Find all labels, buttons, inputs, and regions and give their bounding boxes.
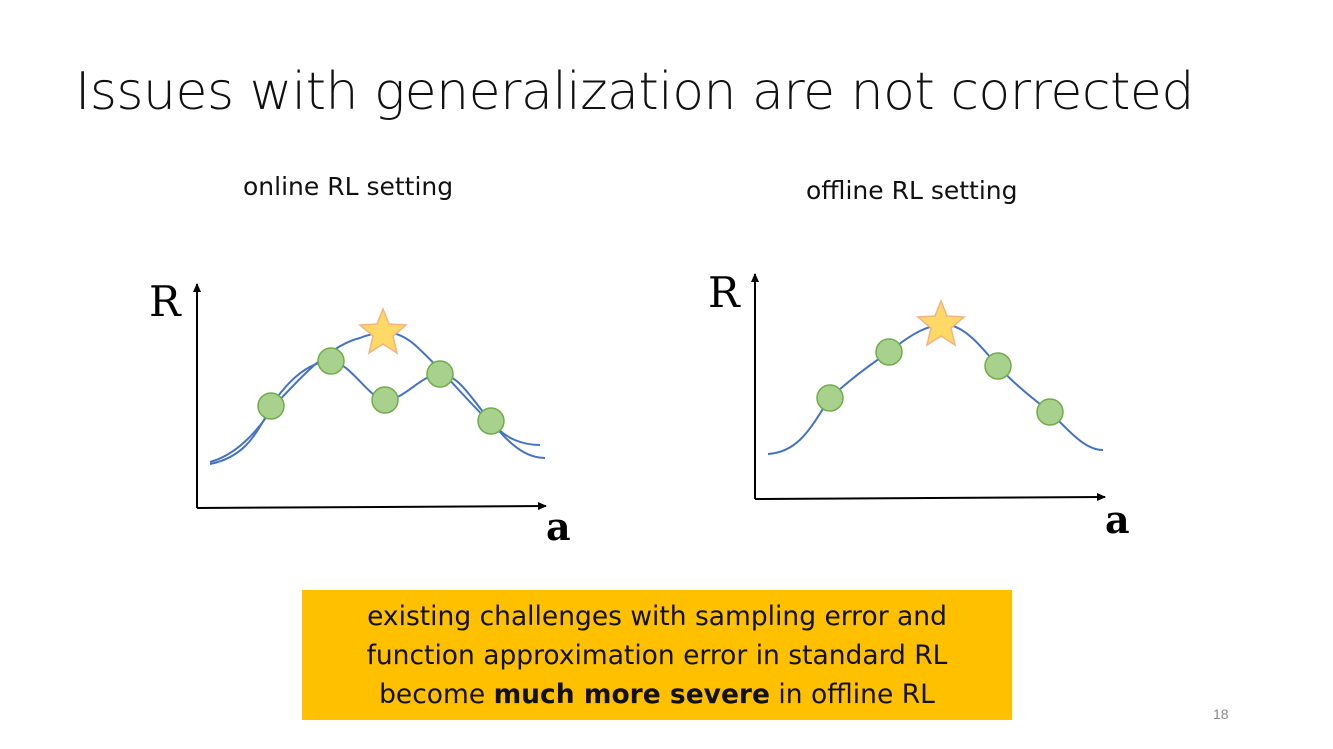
right-y-axis-label: R [708,268,741,317]
right-sample-points [816,338,1064,426]
callout-line-3-prefix: become [379,678,494,710]
sample-point [371,386,399,414]
left-sample-points [257,347,505,435]
sample-point [317,347,345,375]
page-number: 18 [1213,706,1229,722]
sample-point [816,384,844,412]
right-star-icon [916,298,966,347]
online-rl-diagram: R a [149,277,571,549]
slide-title: Issues with generalization are not corre… [75,62,1194,122]
sample-point [1036,398,1064,426]
callout-emphasis: much more severe [493,678,770,710]
callout-text: existing challenges with sampling error … [367,597,948,714]
callout-line-1: existing challenges with sampling error … [367,600,947,632]
right-reward-curve [767,323,1104,455]
sample-point [257,392,285,420]
right-x-axis-label: a [1105,497,1130,542]
offline-rl-diagram: R a [708,268,1130,542]
left-y-axis-label: R [149,277,182,326]
online-rl-subtitle: online RL setting [243,172,454,201]
callout-line-2: function approximation error in standard… [366,639,948,671]
key-takeaway-callout: existing challenges with sampling error … [302,590,1012,720]
offline-rl-subtitle: offline RL setting [806,176,1018,205]
left-x-axis [196,502,547,511]
callout-line-3-suffix: in offline RL [769,678,935,710]
sample-point [875,338,903,366]
left-x-axis-label: a [546,504,571,549]
callout-line-3: become much more severe in offline RL [367,675,948,714]
sample-point [477,407,505,435]
sample-point [426,360,454,388]
left-star-icon [358,306,408,355]
sample-point [984,352,1012,380]
right-x-axis [754,493,1106,502]
